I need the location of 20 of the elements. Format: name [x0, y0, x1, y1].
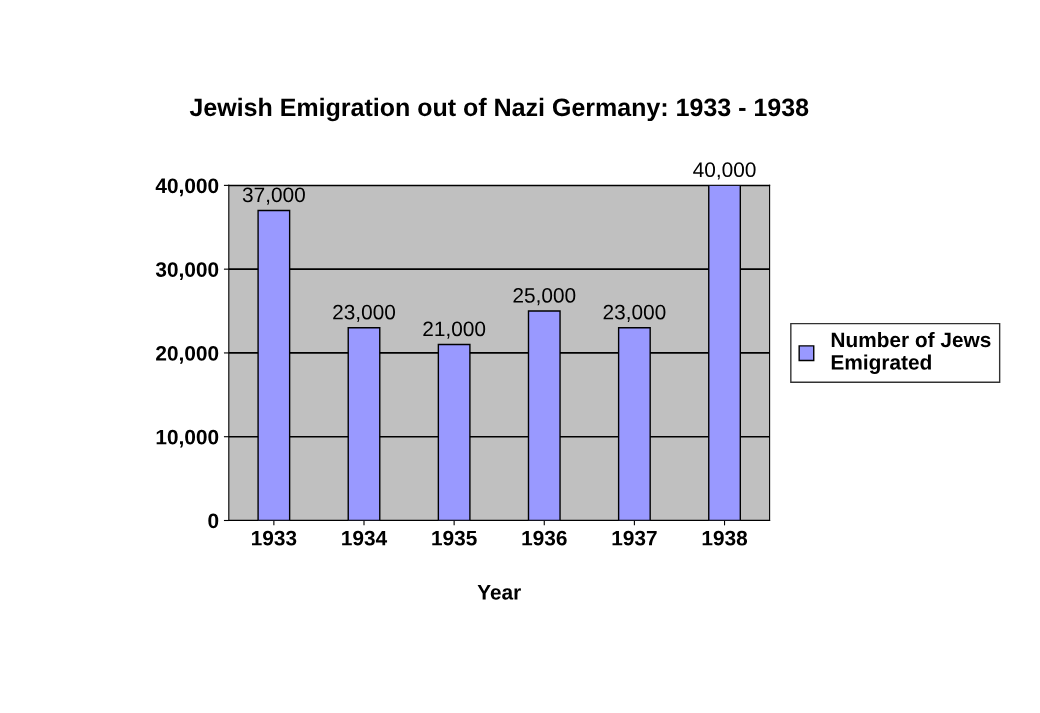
data-label: 25,000 — [513, 288, 576, 306]
x-tick-label: 1934 — [342, 530, 388, 546]
y-tick-label: 0 — [208, 513, 219, 529]
x-tick-label: 1935 — [432, 530, 477, 546]
y-tick-label: 40,000 — [155, 178, 219, 197]
data-label: 21,000 — [423, 321, 486, 339]
x-tick-label: 1937 — [612, 530, 657, 546]
y-tick-label: 20,000 — [156, 345, 219, 364]
data-label: 40,000 — [693, 162, 756, 180]
x-tick-label: 1938 — [702, 530, 748, 546]
data-label: 23,000 — [333, 304, 396, 322]
x-tick-label: 1936 — [522, 530, 567, 546]
x-axis-title: Year — [477, 585, 521, 600]
data-label: 23,000 — [603, 304, 666, 322]
legend-label: Number of Jews Emigrated — [831, 331, 991, 374]
chart-title: Jewish Emigration out of Nazi Germany: 1933 - 1938 — [189, 97, 809, 122]
y-tick-label: 30,000 — [155, 262, 219, 280]
y-tick-label: 10,000 — [156, 429, 219, 448]
data-label: 37,000 — [242, 187, 305, 205]
x-tick-label: 1933 — [252, 530, 297, 546]
